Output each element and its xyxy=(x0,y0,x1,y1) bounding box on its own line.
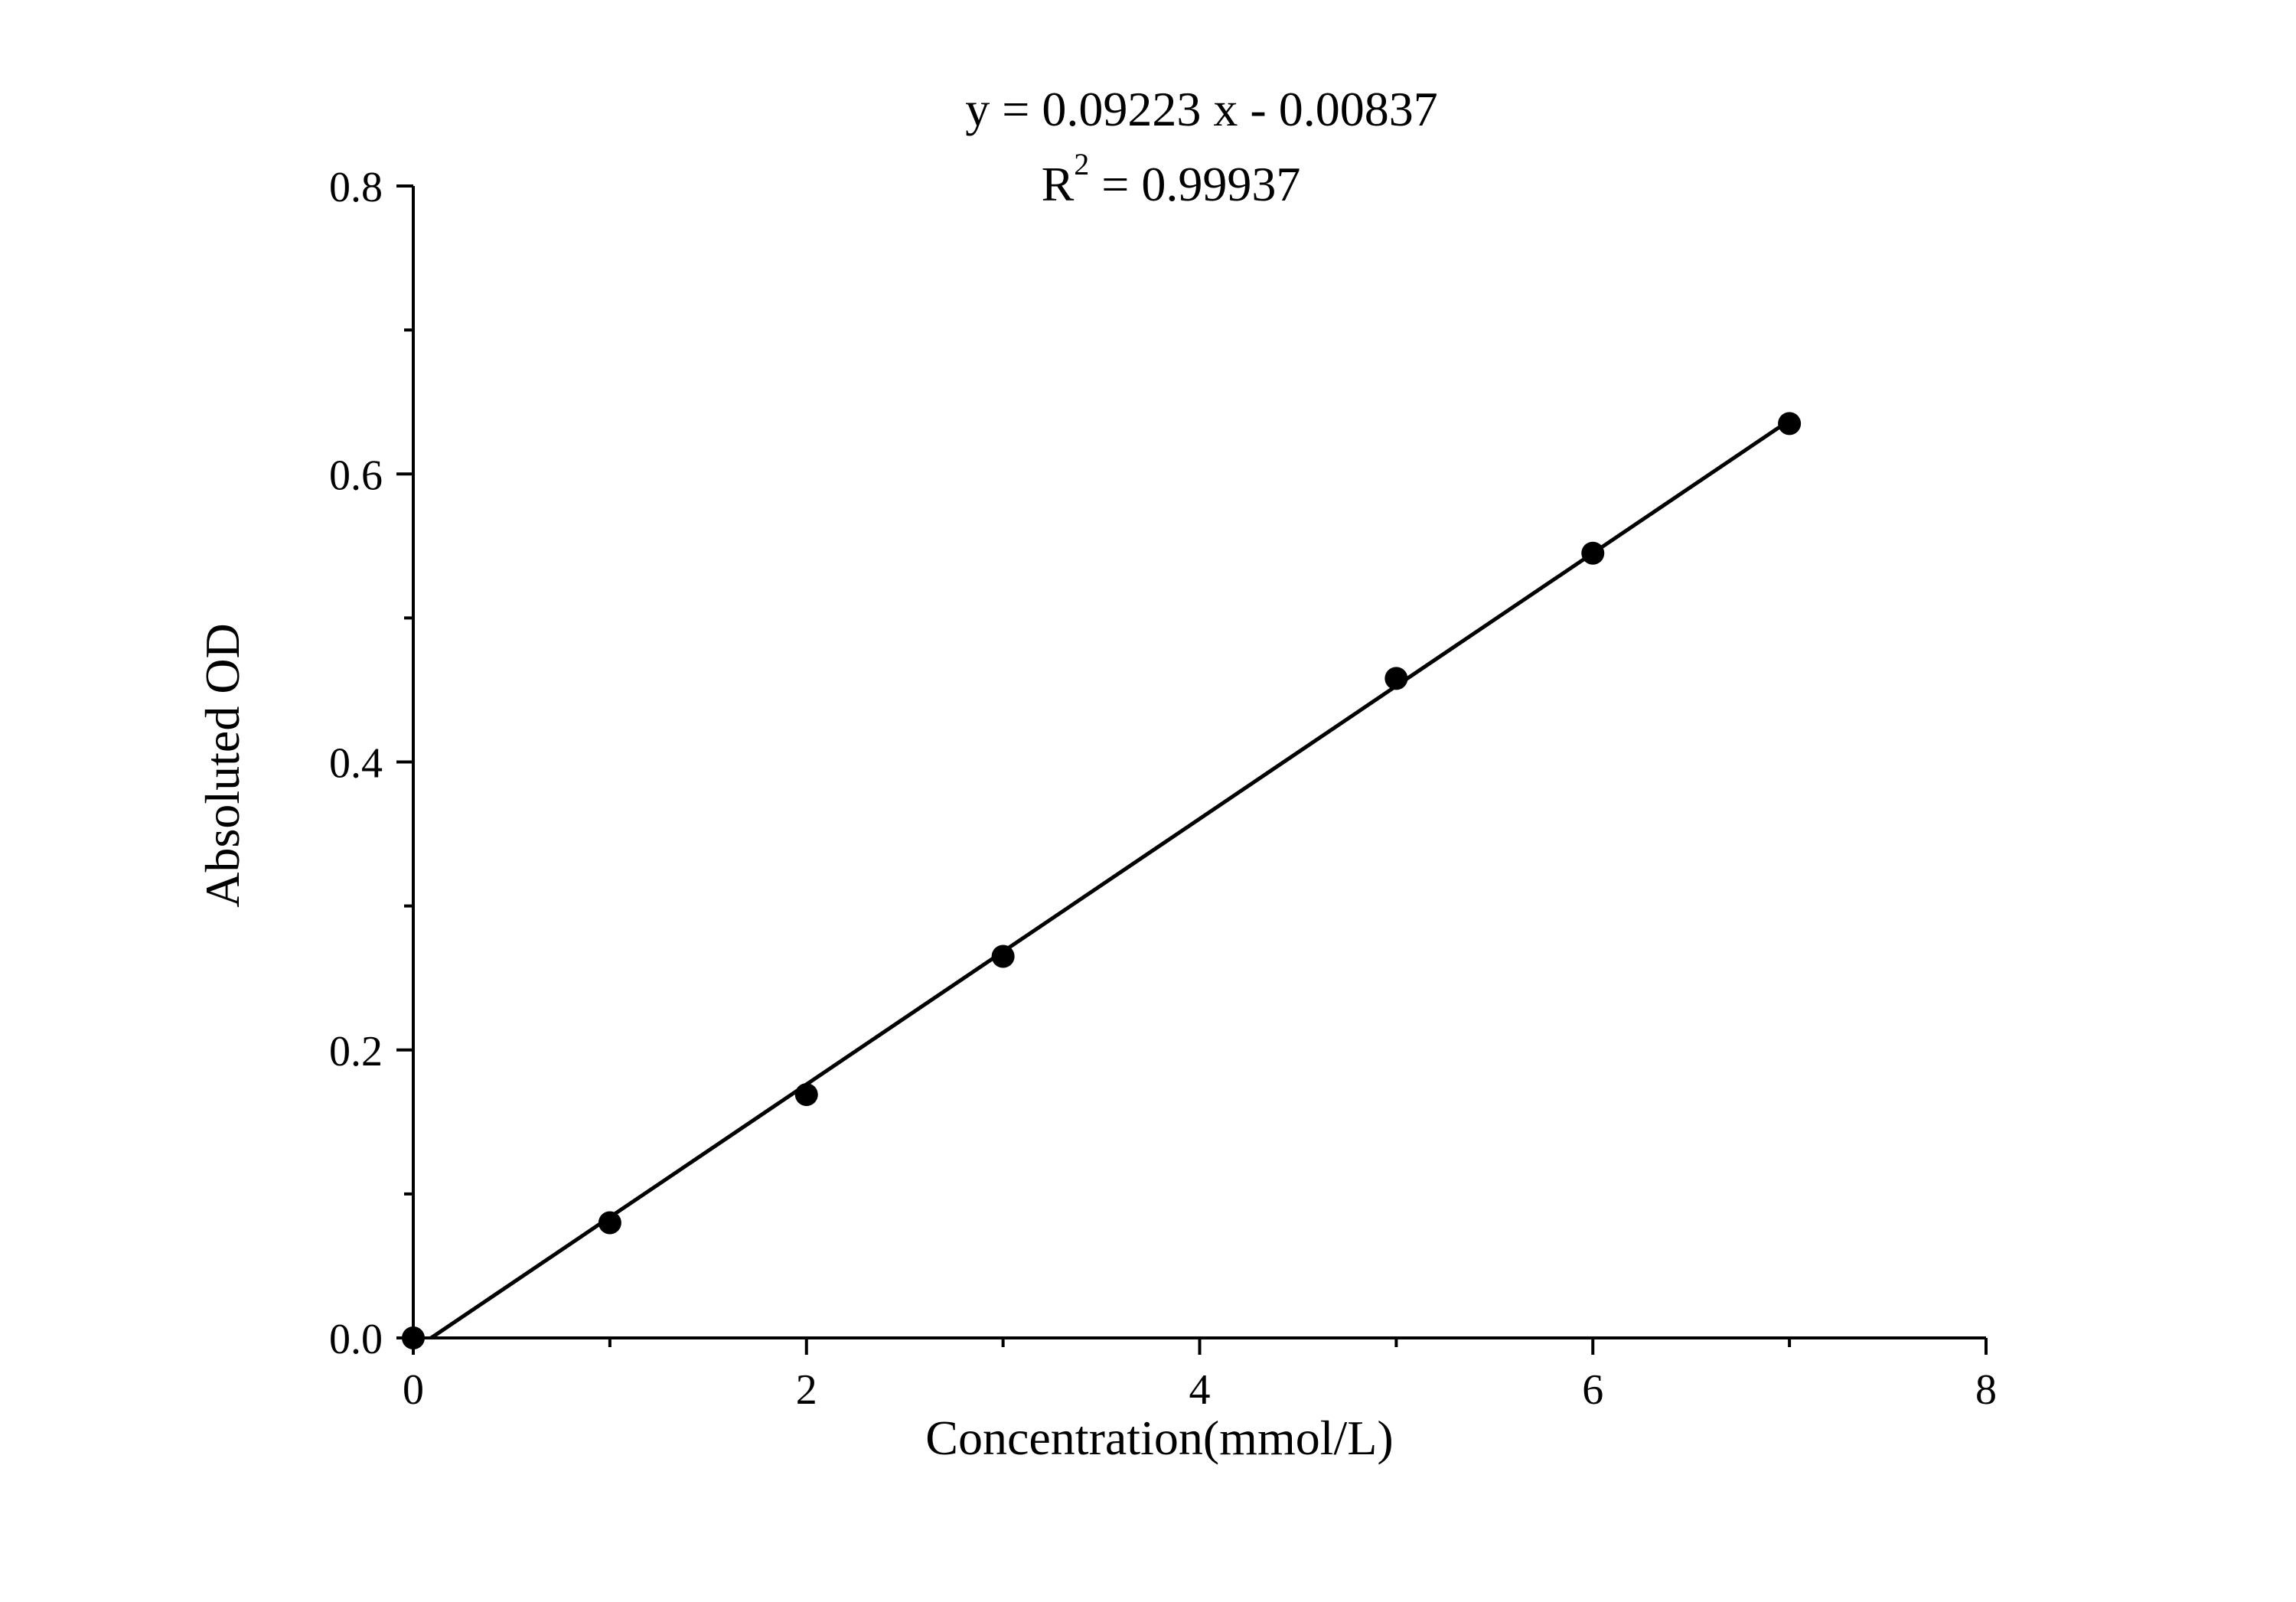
r-squared-value: = 0.99937 xyxy=(1089,157,1300,211)
data-point xyxy=(794,1083,818,1107)
x-axis-label: Concentration(mmol/L) xyxy=(925,1411,1393,1465)
r-symbol: R xyxy=(1042,157,1075,211)
axes xyxy=(412,186,1986,1339)
y-tick-label: 0.8 xyxy=(329,164,383,211)
data-point xyxy=(991,945,1015,968)
ticks: 0 2 4 6 8 0.0 0.2 0.4 0.6 0.8 xyxy=(329,164,1997,1414)
fit-line-group xyxy=(429,419,1791,1340)
data-point xyxy=(402,1326,425,1349)
x-tick-label: 8 xyxy=(1975,1366,1997,1414)
x-tick-label: 2 xyxy=(796,1366,817,1414)
y-tick-label: 0.0 xyxy=(329,1316,383,1363)
y-axis-label: Absoluted OD xyxy=(195,623,249,908)
fit-line xyxy=(429,419,1791,1340)
fit-equation: y = 0.09223 x - 0.00837 xyxy=(965,82,1437,136)
data-point xyxy=(1384,667,1408,690)
r-squared-label: R2 = 0.99937 xyxy=(1042,147,1301,211)
data-point xyxy=(1581,541,1605,565)
data-point xyxy=(598,1211,621,1235)
x-tick-label: 6 xyxy=(1582,1366,1603,1414)
y-tick-label: 0.2 xyxy=(329,1028,383,1075)
r-superscript: 2 xyxy=(1074,147,1089,181)
data-point xyxy=(1778,412,1802,436)
x-tick-label: 4 xyxy=(1189,1366,1211,1414)
y-tick-label: 0.4 xyxy=(329,740,383,788)
y-tick-label: 0.6 xyxy=(329,452,383,499)
data-points xyxy=(402,412,1802,1349)
x-tick-label: 0 xyxy=(403,1366,424,1414)
